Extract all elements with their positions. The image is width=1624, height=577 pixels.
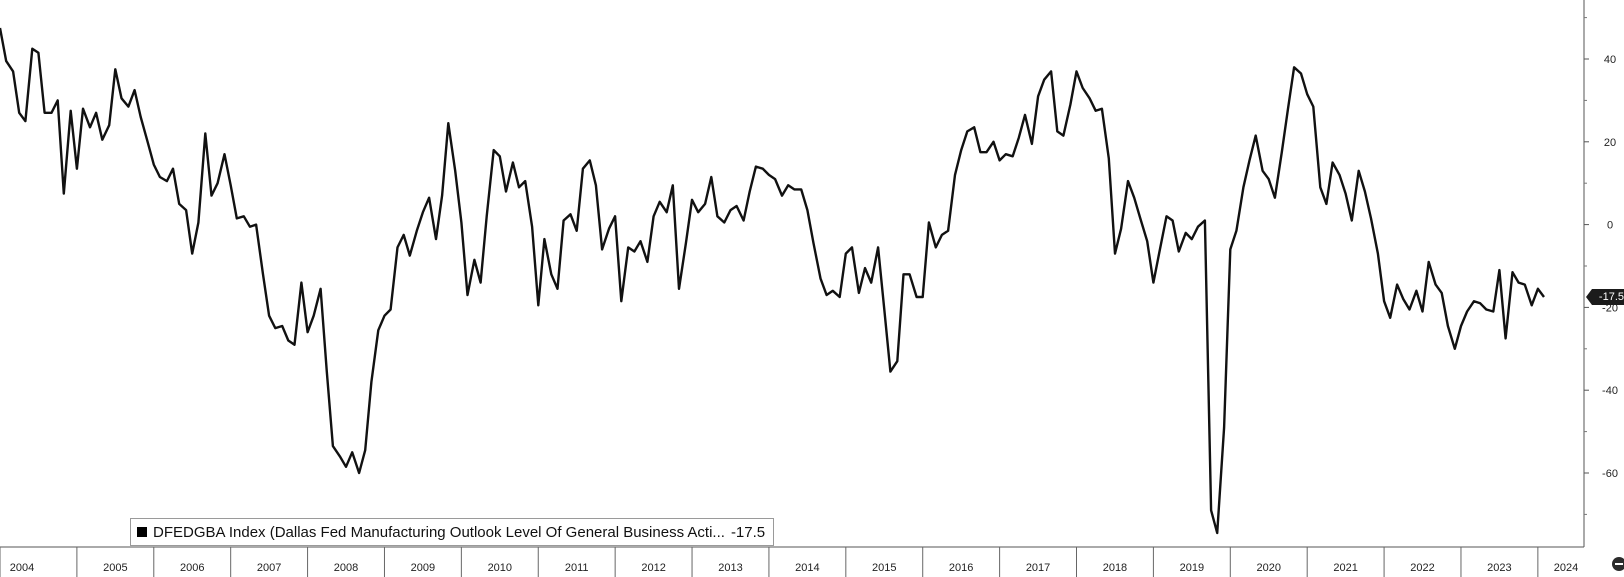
- legend-swatch: [137, 527, 147, 537]
- x-tick-label: 2007: [257, 562, 281, 574]
- x-tick-label: 2018: [1103, 562, 1127, 574]
- y-axis: 40 20 0 -20 -40 -60: [1584, 17, 1618, 515]
- x-tick-label: 2006: [180, 562, 204, 574]
- x-tick-label: 2013: [718, 562, 742, 574]
- x-tick-label: 2005: [103, 562, 127, 574]
- legend-series-name: DFEDGBA Index (Dallas Fed Manufacturing …: [153, 523, 725, 541]
- x-tick-label: 2021: [1333, 562, 1357, 574]
- x-tick-label: 2022: [1410, 562, 1434, 574]
- x-tick-label: 2010: [488, 562, 512, 574]
- x-tick-label: 2009: [411, 562, 435, 574]
- y-tick-label: -20: [1602, 302, 1618, 314]
- minus-circle-icon[interactable]: [1612, 557, 1624, 571]
- axes: [0, 0, 1585, 548]
- x-tick-label: 2015: [872, 562, 896, 574]
- y-tick-label: -60: [1602, 468, 1618, 480]
- x-tick-label: 2012: [641, 562, 665, 574]
- y-tick-label: 40: [1604, 54, 1616, 66]
- x-tick-label: 2016: [949, 562, 973, 574]
- x-tick-label: 2014: [795, 562, 819, 574]
- x-tick-label: 2019: [1180, 562, 1204, 574]
- legend-series-value: -17.5: [730, 523, 766, 541]
- x-tick-label: 2023: [1487, 562, 1511, 574]
- legend: DFEDGBA Index (Dallas Fed Manufacturing …: [130, 518, 775, 546]
- x-tick-label: 2020: [1256, 562, 1280, 574]
- x-tick-label: 2008: [334, 562, 358, 574]
- last-value-badge: -17.5: [1586, 289, 1624, 305]
- x-tick-label: 2004: [10, 562, 34, 574]
- y-tick-label: 0: [1607, 220, 1613, 232]
- x-tick-label: 2024: [1554, 562, 1578, 574]
- x-axis: 2004 2005 2006 2007 2008 2009 2010 2011 2012 2013…: [0, 547, 1578, 577]
- y-tick-label: -40: [1602, 385, 1618, 397]
- series-line-dfedgba: [0, 27, 1545, 535]
- x-tick-label: 2011: [565, 562, 589, 574]
- x-tick-label: 2017: [1026, 562, 1050, 574]
- y-tick-label: 20: [1604, 137, 1616, 149]
